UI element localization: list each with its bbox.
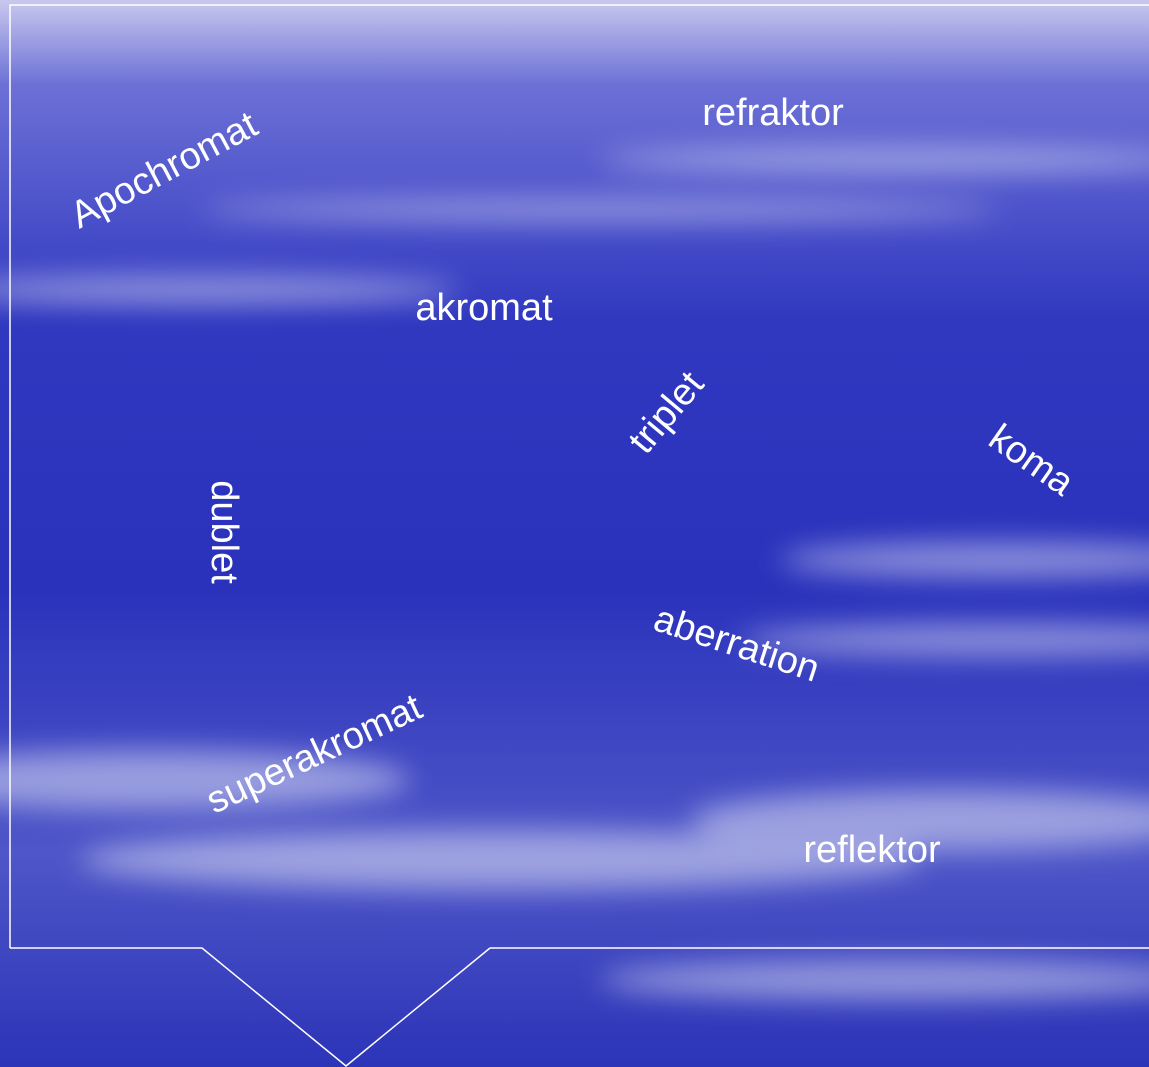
word: reflektor <box>803 829 941 871</box>
clouds <box>0 148 1149 1000</box>
word: refraktor <box>702 92 844 134</box>
frame <box>9 4 1149 1067</box>
word: dublet <box>203 480 245 584</box>
word: akromat <box>415 287 553 329</box>
